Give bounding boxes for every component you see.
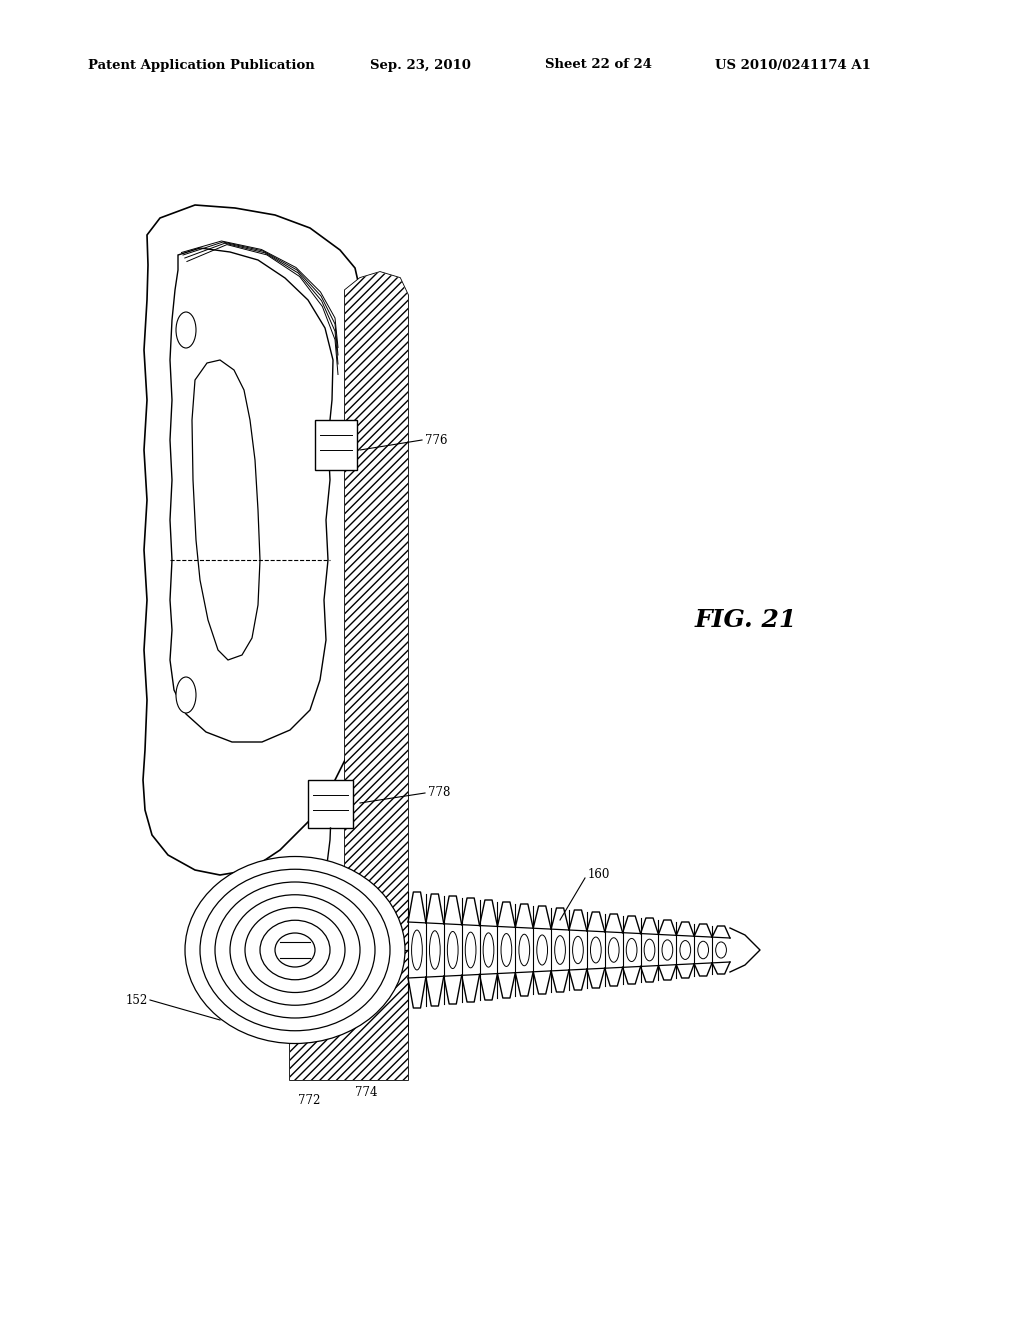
Ellipse shape — [591, 937, 601, 964]
Bar — [308, 780, 353, 828]
Ellipse shape — [537, 935, 548, 965]
Text: Patent Application Publication: Patent Application Publication — [88, 58, 314, 71]
Polygon shape — [290, 1020, 408, 1080]
Bar — [315, 420, 357, 470]
Ellipse shape — [644, 939, 655, 961]
Text: 772: 772 — [298, 1093, 321, 1106]
Ellipse shape — [519, 935, 529, 966]
Ellipse shape — [176, 312, 196, 348]
Polygon shape — [143, 205, 362, 875]
Text: FIG. 21: FIG. 21 — [695, 609, 798, 632]
Ellipse shape — [412, 931, 422, 970]
Text: US 2010/0241174 A1: US 2010/0241174 A1 — [715, 58, 870, 71]
Ellipse shape — [697, 941, 709, 958]
Text: 152: 152 — [126, 994, 148, 1006]
Text: Sep. 23, 2010: Sep. 23, 2010 — [370, 58, 471, 71]
Text: Sheet 22 of 24: Sheet 22 of 24 — [545, 58, 652, 71]
Text: 160: 160 — [588, 869, 610, 882]
Ellipse shape — [663, 940, 673, 960]
Ellipse shape — [275, 933, 315, 968]
Text: 774: 774 — [355, 1085, 378, 1098]
Ellipse shape — [215, 882, 375, 1018]
Ellipse shape — [501, 933, 512, 966]
Text: 776: 776 — [425, 433, 447, 446]
Ellipse shape — [627, 939, 637, 961]
Ellipse shape — [608, 937, 620, 962]
Ellipse shape — [465, 932, 476, 968]
Polygon shape — [170, 248, 333, 742]
Ellipse shape — [429, 931, 440, 969]
Ellipse shape — [716, 942, 726, 958]
Ellipse shape — [680, 941, 690, 960]
Ellipse shape — [200, 870, 390, 1031]
Ellipse shape — [245, 908, 345, 993]
Ellipse shape — [230, 895, 360, 1006]
Ellipse shape — [483, 933, 494, 968]
Ellipse shape — [555, 936, 565, 965]
Ellipse shape — [185, 857, 406, 1044]
Text: 778: 778 — [428, 787, 451, 800]
Ellipse shape — [176, 677, 196, 713]
Ellipse shape — [572, 936, 584, 964]
Polygon shape — [193, 360, 260, 660]
Polygon shape — [345, 272, 408, 1030]
Polygon shape — [345, 272, 408, 1030]
Ellipse shape — [260, 920, 330, 979]
Polygon shape — [290, 1020, 408, 1080]
Ellipse shape — [447, 932, 458, 969]
